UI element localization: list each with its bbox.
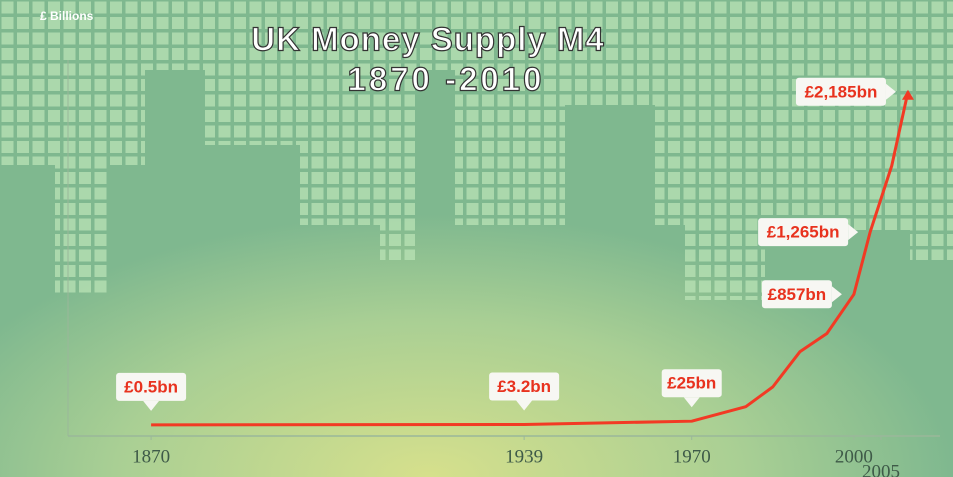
callout-box	[758, 218, 849, 247]
callout-box	[489, 372, 560, 401]
callout-pointer	[885, 83, 896, 100]
callout-box	[761, 280, 832, 309]
callout-pointer	[848, 224, 859, 241]
x-tick-label: 2005	[862, 461, 900, 477]
value-label: £25bn	[667, 374, 716, 393]
callout: £1,265bn	[758, 218, 859, 247]
value-label: £2,185bn	[805, 82, 878, 101]
value-label: £857bn	[768, 285, 827, 304]
data-line	[151, 91, 910, 427]
callout-box	[661, 369, 722, 398]
decor-squares	[0, 0, 953, 300]
callout-pointer	[143, 400, 160, 411]
callout: £2,185bn	[795, 77, 896, 106]
x-tick-label: 1939	[505, 446, 543, 467]
callout-pointer	[516, 400, 533, 411]
y-axis-label: £ Billions	[40, 9, 94, 23]
value-label: £3.2bn	[497, 377, 551, 396]
callout-box	[795, 77, 886, 106]
callout: £3.2bn	[489, 372, 560, 411]
callout-pointer	[683, 397, 700, 408]
callout-box	[116, 372, 187, 401]
callout: £857bn	[761, 280, 842, 309]
x-tick-label: 1970	[673, 446, 711, 467]
callout-pointer	[831, 286, 842, 303]
chart-subtitle: 1870 -2010	[348, 61, 545, 98]
callout: £0.5bn	[116, 372, 187, 411]
x-tick-label: 1870	[132, 446, 170, 467]
value-label: £1,265bn	[767, 223, 840, 242]
chart-title: UK Money Supply M4	[251, 21, 605, 58]
callout: £25bn	[661, 369, 722, 408]
value-label: £0.5bn	[124, 377, 178, 396]
arrow-head	[901, 89, 914, 100]
x-tick-label: 2000	[835, 446, 873, 467]
